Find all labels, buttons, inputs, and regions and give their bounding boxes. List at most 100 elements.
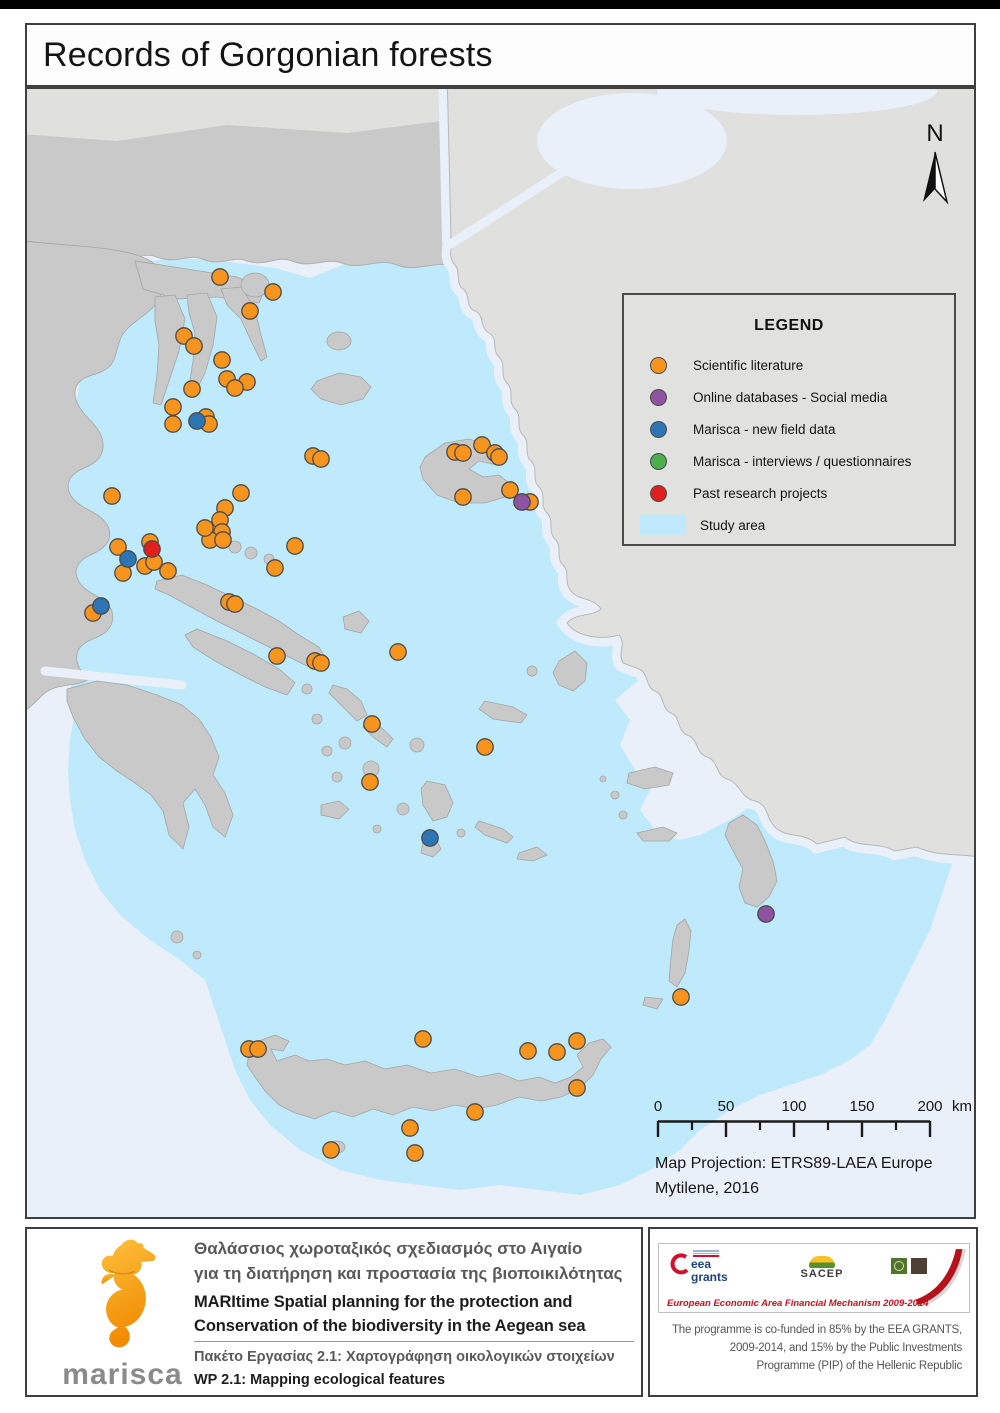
sacep-logo-text: SACEP: [800, 1268, 844, 1280]
folegandros-island: [372, 824, 382, 834]
north-label: N: [926, 120, 944, 147]
corinth-gulf: [40, 666, 187, 690]
record-point-scientific_literature[interactable]: [214, 531, 232, 549]
record-point-scientific_literature[interactable]: [501, 481, 519, 499]
syros-island: [338, 736, 352, 750]
record-point-scientific_literature[interactable]: [183, 380, 201, 398]
record-point-scientific_literature[interactable]: [406, 1144, 424, 1162]
record-point-scientific_literature[interactable]: [232, 484, 250, 502]
red-swoosh-icon: [915, 1249, 967, 1306]
record-point-scientific_literature[interactable]: [249, 1040, 267, 1058]
record-point-scientific_literature[interactable]: [490, 448, 508, 466]
record-point-scientific_literature[interactable]: [361, 773, 379, 791]
record-point-scientific_literature[interactable]: [476, 738, 494, 756]
record-point-scientific_literature[interactable]: [103, 487, 121, 505]
record-point-scientific_literature[interactable]: [568, 1032, 586, 1050]
record-point-scientific_literature[interactable]: [401, 1119, 419, 1137]
skyros-island: [342, 610, 370, 634]
scale-tick-label: 50: [717, 1098, 735, 1115]
kassandra-peninsula: [152, 294, 186, 406]
record-point-marisca_field[interactable]: [188, 412, 206, 430]
record-point-scientific_literature[interactable]: [312, 450, 330, 468]
record-point-scientific_literature[interactable]: [454, 488, 472, 506]
record-point-scientific_literature[interactable]: [568, 1079, 586, 1097]
legend-point-swatch: [650, 356, 667, 374]
sea-black: [657, 89, 937, 115]
record-point-scientific_literature[interactable]: [211, 268, 229, 286]
record-point-scientific_literature[interactable]: [548, 1043, 566, 1061]
leros-island: [610, 790, 620, 800]
attica-peninsula: [184, 628, 296, 696]
aegean-map[interactable]: [27, 89, 974, 1217]
map-legend: LEGEND Scientific literature Online datab…: [622, 293, 956, 546]
anafi-island: [456, 828, 466, 838]
legend-item: Marisca - interviews / questionnaires: [624, 445, 954, 477]
ikaria-island: [478, 700, 528, 724]
marisca-logo: marisca: [55, 1235, 190, 1393]
seahorse-icon: [101, 1239, 155, 1348]
scale-bar: 0 50 100 150 200 km: [628, 1098, 972, 1144]
record-points-layer: [84, 268, 775, 1162]
record-point-scientific_literature[interactable]: [389, 643, 407, 661]
record-point-scientific_literature[interactable]: [473, 436, 491, 454]
record-point-scientific_literature[interactable]: [672, 988, 690, 1006]
kythnos-island: [311, 713, 323, 725]
scale-tick-label: 200: [917, 1098, 943, 1115]
footer-project-box: marisca Θαλάσσιος χωροταξικός σχεδιασμός…: [25, 1227, 643, 1397]
record-point-scientific_literature[interactable]: [159, 562, 177, 580]
record-point-scientific_literature[interactable]: [226, 595, 244, 613]
record-point-scientific_literature[interactable]: [363, 715, 381, 733]
record-point-online_databases[interactable]: [513, 493, 531, 511]
record-point-scientific_literature[interactable]: [322, 1141, 340, 1159]
record-point-past_research[interactable]: [143, 540, 161, 558]
page-top-border: [0, 0, 1000, 9]
record-point-scientific_literature[interactable]: [164, 398, 182, 416]
sea-marmara: [537, 93, 727, 189]
funders-logo-strip: eea grants SACEP European Economic Area …: [658, 1243, 970, 1313]
antikythira-island: [192, 950, 202, 960]
record-point-scientific_literature[interactable]: [213, 351, 231, 369]
record-point-scientific_literature[interactable]: [109, 538, 127, 556]
record-point-scientific_literature[interactable]: [241, 302, 259, 320]
record-point-marisca_field[interactable]: [119, 550, 137, 568]
funding-note-2: 2009-2014, and 15% by the Public Investm…: [729, 1342, 962, 1354]
samos-island: [626, 766, 674, 790]
map-notes: Map Projection: ETRS89-LAEA Europe Mytil…: [655, 1152, 932, 1202]
legend-item-label: Marisca - interviews / questionnaires: [693, 453, 912, 469]
record-point-marisca_field[interactable]: [92, 597, 110, 615]
record-point-scientific_literature[interactable]: [286, 537, 304, 555]
rhodes-island: [724, 814, 778, 908]
record-point-scientific_literature[interactable]: [414, 1030, 432, 1048]
land-greece: [27, 240, 164, 710]
record-point-scientific_literature[interactable]: [312, 654, 330, 672]
andros-island: [328, 684, 368, 722]
eea-grants-icon: [670, 1253, 689, 1275]
footer-divider: [194, 1341, 634, 1342]
record-point-scientific_literature[interactable]: [454, 444, 472, 462]
grants-word: grants: [691, 1269, 728, 1284]
legend-item: Past research projects: [624, 477, 954, 509]
record-point-scientific_literature[interactable]: [519, 1042, 537, 1060]
record-point-scientific_literature[interactable]: [164, 415, 182, 433]
land-north-upper: [27, 89, 457, 141]
legend-point-swatch: [650, 484, 667, 502]
record-point-scientific_literature[interactable]: [264, 283, 282, 301]
athos-peninsula: [220, 286, 268, 362]
record-point-scientific_literature[interactable]: [268, 647, 286, 665]
legend-area-swatch: [640, 515, 686, 535]
kea-island: [301, 683, 313, 695]
record-point-scientific_literature[interactable]: [196, 519, 214, 537]
record-point-scientific_literature[interactable]: [266, 559, 284, 577]
milos-island: [320, 800, 350, 820]
record-point-scientific_literature[interactable]: [226, 379, 244, 397]
map-canvas[interactable]: [25, 87, 976, 1219]
record-point-scientific_literature[interactable]: [185, 337, 203, 355]
eea-word: eea: [691, 1257, 712, 1271]
eea-mechanism-caption: European Economic Area Financial Mechani…: [667, 1298, 929, 1309]
record-point-marisca_field[interactable]: [421, 829, 439, 847]
record-point-scientific_literature[interactable]: [466, 1103, 484, 1121]
astypalea-island: [516, 846, 548, 862]
record-point-online_databases[interactable]: [757, 905, 775, 923]
kalymnos-island: [618, 810, 628, 820]
legend-item-label: Past research projects: [693, 485, 828, 501]
